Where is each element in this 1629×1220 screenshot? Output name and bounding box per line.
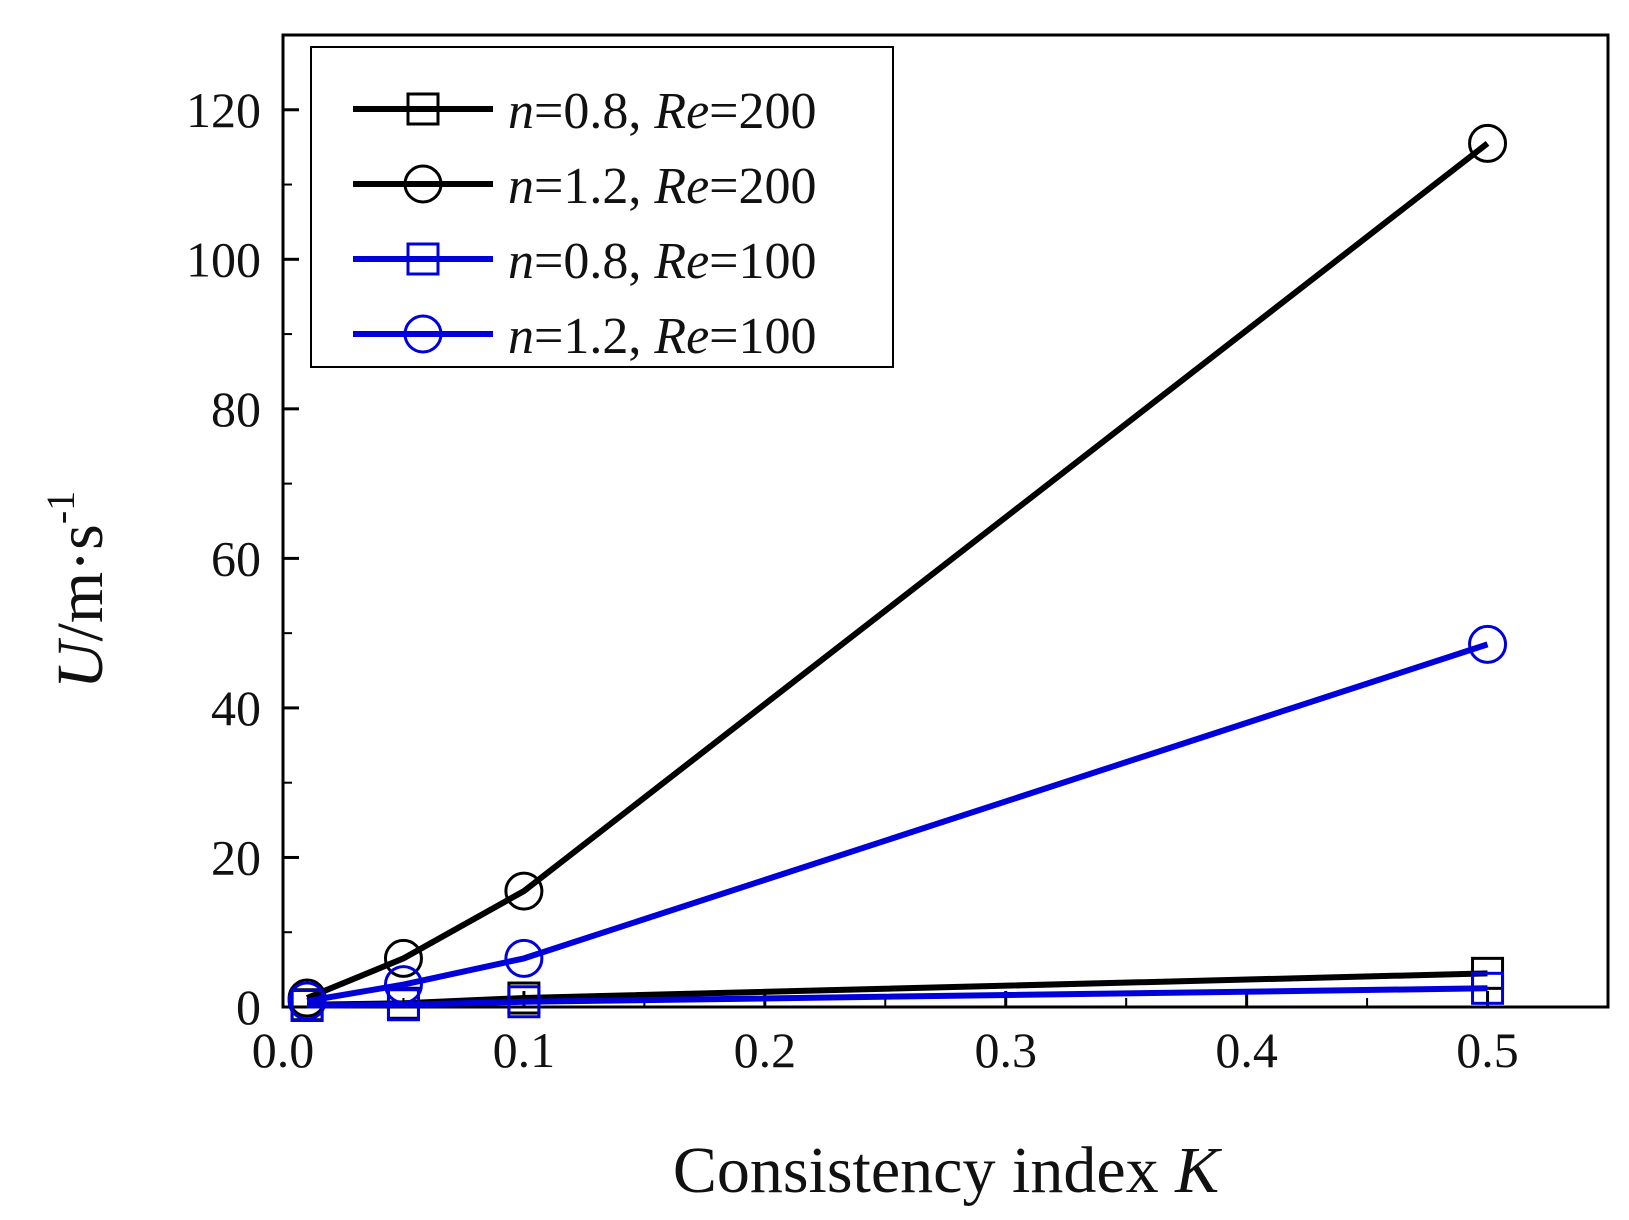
y-tick-label: 20 (211, 829, 261, 885)
y-tick-label: 100 (186, 231, 261, 287)
y-axis-title: U/m·s-1 (38, 491, 117, 689)
x-tick-label: 0.3 (974, 1022, 1037, 1078)
x-tick-label: 0.5 (1456, 1022, 1519, 1078)
series-line (307, 985, 1488, 1009)
series-group (287, 624, 1508, 1021)
legend-marker-circle (403, 314, 443, 354)
x-tick-label: 0.2 (734, 1022, 797, 1078)
legend-marks (353, 92, 493, 354)
series-layer (287, 123, 1508, 1023)
data-point-square (1471, 971, 1505, 1005)
data-point-circle (504, 871, 544, 911)
series-line (305, 141, 1490, 1001)
data-point-circle (504, 938, 544, 978)
legend-marker-square (406, 242, 440, 276)
y-tick-label: 60 (211, 530, 261, 586)
legend-label: n=1.2, Re=200 (508, 158, 817, 215)
legend: n=0.8, Re=200 n=1.2, Re=200 n=0.8, Re=10… (310, 46, 894, 368)
legend-marker-square (406, 92, 440, 126)
data-point-square (386, 988, 420, 1022)
legend-label: n=0.8, Re=200 (508, 83, 817, 140)
x-tick-label: 0.1 (493, 1022, 556, 1078)
legend-label: n=0.8, Re=100 (508, 233, 817, 290)
x-tick-label: 0.4 (1215, 1022, 1278, 1078)
x-axis-title: Consistency index K (673, 1134, 1222, 1207)
y-tick-label: 120 (186, 82, 261, 138)
data-point-circle (383, 938, 423, 978)
data-point-circle (1468, 624, 1508, 664)
y-tick-label: 80 (211, 381, 261, 437)
axis-ticks: 0.0 0.1 0.2 0.3 0.4 0.5 0 20 40 60 80 100 120 (186, 82, 1609, 1078)
series-line (306, 641, 1489, 1004)
plot-frame (281, 33, 1610, 1009)
legend-label: n=1.2, Re=100 (508, 308, 817, 365)
x-tick-label: 0.0 (252, 1022, 315, 1078)
y-tick-label: 0 (236, 979, 261, 1035)
legend-marker-circle (403, 164, 443, 204)
data-point-circle (287, 981, 327, 1021)
data-point-circle (1468, 123, 1508, 163)
data-point-square (507, 985, 541, 1019)
data-point-circle (383, 965, 423, 1005)
series-group (290, 971, 1505, 1023)
y-tick-label: 40 (211, 680, 261, 736)
